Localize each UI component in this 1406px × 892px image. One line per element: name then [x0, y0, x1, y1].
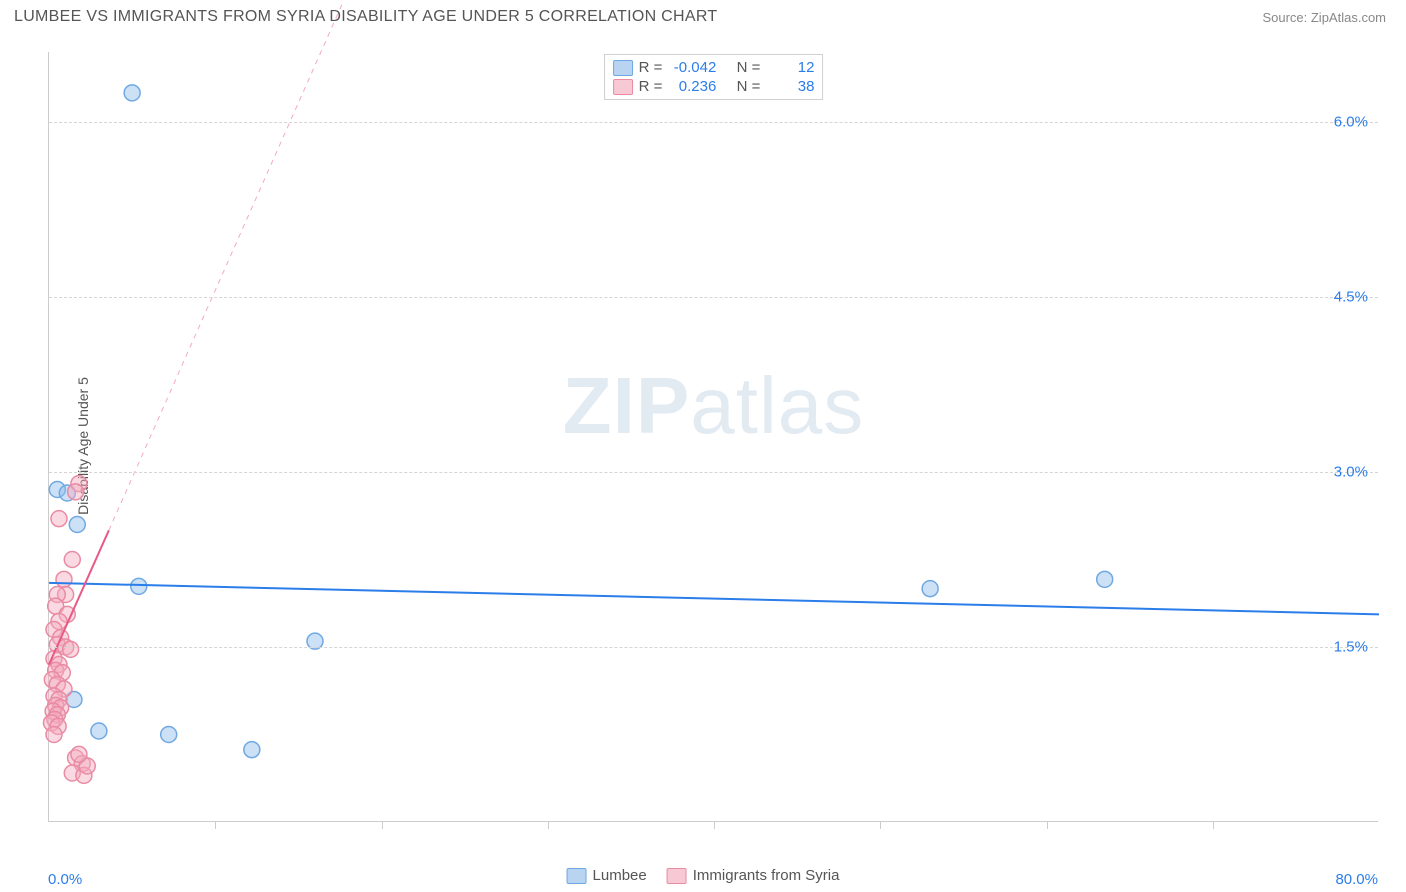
gridline-h: [49, 647, 1378, 648]
x-tick: [714, 821, 715, 829]
x-tick: [548, 821, 549, 829]
gridline-h: [49, 472, 1378, 473]
x-axis-max-label: 80.0%: [1335, 871, 1378, 888]
chart-title: LUMBEE VS IMMIGRANTS FROM SYRIA DISABILI…: [14, 8, 718, 26]
x-axis-min-label: 0.0%: [48, 871, 82, 888]
legend-n-value: 38: [766, 78, 814, 95]
legend-swatch: [667, 868, 687, 884]
legend-n-label: N =: [737, 78, 761, 95]
x-tick: [880, 821, 881, 829]
plot-svg: [49, 52, 1378, 821]
x-tick: [1047, 821, 1048, 829]
y-tick-label: 6.0%: [1334, 114, 1368, 131]
legend-series-item: Immigrants from Syria: [667, 867, 840, 884]
gridline-h: [49, 297, 1378, 298]
y-tick-label: 4.5%: [1334, 289, 1368, 306]
legend-swatch: [613, 60, 633, 76]
source-label: Source: ZipAtlas.com: [1262, 10, 1386, 25]
x-tick: [382, 821, 383, 829]
legend-r-label: R =: [639, 78, 663, 95]
x-tick: [215, 821, 216, 829]
legend-r-value: -0.042: [668, 59, 716, 76]
legend-n-value: 12: [766, 59, 814, 76]
x-tick: [1213, 821, 1214, 829]
legend-n-label: N =: [737, 59, 761, 76]
legend-r-value: 0.236: [668, 78, 716, 95]
legend-series-label: Lumbee: [593, 867, 647, 884]
legend-stats-row: R = -0.042 N = 12: [613, 58, 815, 77]
legend-stats: R = -0.042 N = 12 R = 0.236 N = 38: [604, 54, 824, 100]
legend-series-item: Lumbee: [567, 867, 647, 884]
header: LUMBEE VS IMMIGRANTS FROM SYRIA DISABILI…: [0, 0, 1406, 30]
y-tick-label: 3.0%: [1334, 464, 1368, 481]
chart-area: ZIPatlas R =-0.042 N =12R =0.236 N =38 1…: [48, 52, 1378, 822]
legend-stats-row: R = 0.236 N = 38: [613, 77, 815, 96]
legend-series-label: Immigrants from Syria: [693, 867, 840, 884]
legend-series: Lumbee Immigrants from Syria: [567, 867, 840, 884]
y-tick-label: 1.5%: [1334, 639, 1368, 656]
legend-swatch: [567, 868, 587, 884]
gridline-h: [49, 122, 1378, 123]
legend-swatch: [613, 79, 633, 95]
legend-r-label: R =: [639, 59, 663, 76]
